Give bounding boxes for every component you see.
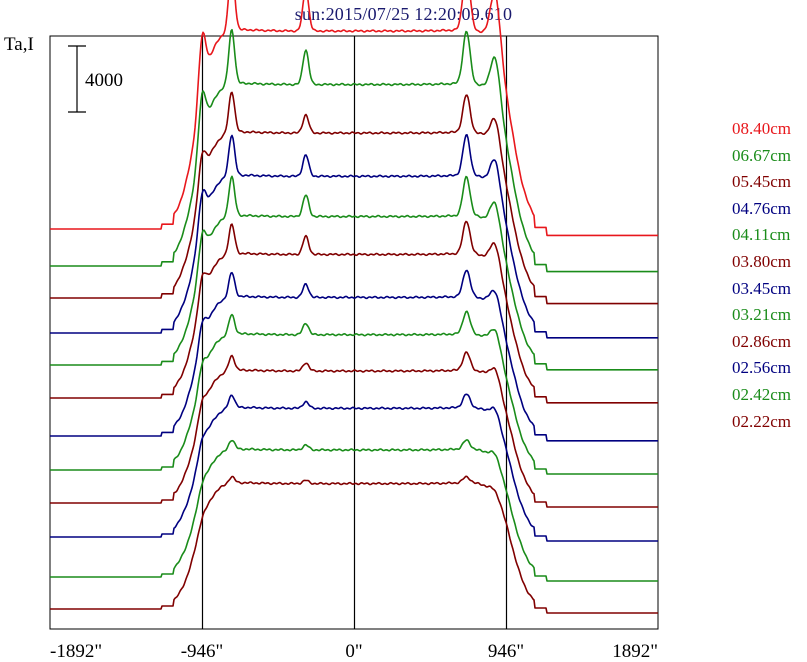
- series-line-08.40cm: [50, 0, 658, 237]
- series-line-03.45cm: [50, 269, 658, 442]
- x-tick-label: 0": [345, 641, 362, 662]
- series-line-06.67cm: [50, 28, 658, 273]
- series-curves: [50, 0, 658, 614]
- legend-item: 06.67cm: [732, 145, 792, 165]
- y-axis-label: Ta,I: [4, 34, 34, 55]
- legend-item: 02.56cm: [732, 358, 792, 378]
- series-line-03.21cm: [50, 310, 658, 475]
- legend-item: 03.80cm: [732, 252, 792, 271]
- series-line-02.22cm: [50, 475, 658, 614]
- legend-item: 02.86cm: [732, 331, 792, 351]
- chart-title: sun:2015/07/25 12:20:09.610: [294, 4, 513, 24]
- legend-item: 03.21cm: [732, 305, 792, 325]
- series-line-03.80cm: [50, 220, 658, 404]
- series-line-02.56cm: [50, 393, 658, 542]
- legend-item: 04.76cm: [732, 198, 792, 218]
- legend-item: 08.40cm: [732, 119, 792, 138]
- legend-item: 05.45cm: [732, 172, 792, 192]
- x-tick-label: -1892": [50, 641, 102, 662]
- series-line-02.86cm: [50, 351, 658, 508]
- legend-item: 04.11cm: [732, 225, 791, 245]
- series-line-04.11cm: [50, 175, 658, 371]
- legend-item: 02.42cm: [732, 385, 792, 404]
- series-line-02.42cm: [50, 438, 658, 582]
- vertical-lines: [201, 36, 508, 629]
- x-tick-label: 946": [488, 641, 524, 662]
- x-tick-label: -946": [181, 641, 224, 662]
- legend-item: 03.45cm: [732, 278, 792, 298]
- scale-bar: 4000: [68, 45, 123, 113]
- x-tick-label: 1892": [612, 641, 658, 662]
- series-line-05.45cm: [50, 91, 658, 305]
- scale-bar-label: 4000: [85, 70, 123, 91]
- x-tick-labels: -1892" -946" 0" 946" 1892": [50, 641, 658, 662]
- legend-item: 02.22cm: [732, 411, 792, 431]
- series-line-04.76cm: [50, 134, 658, 339]
